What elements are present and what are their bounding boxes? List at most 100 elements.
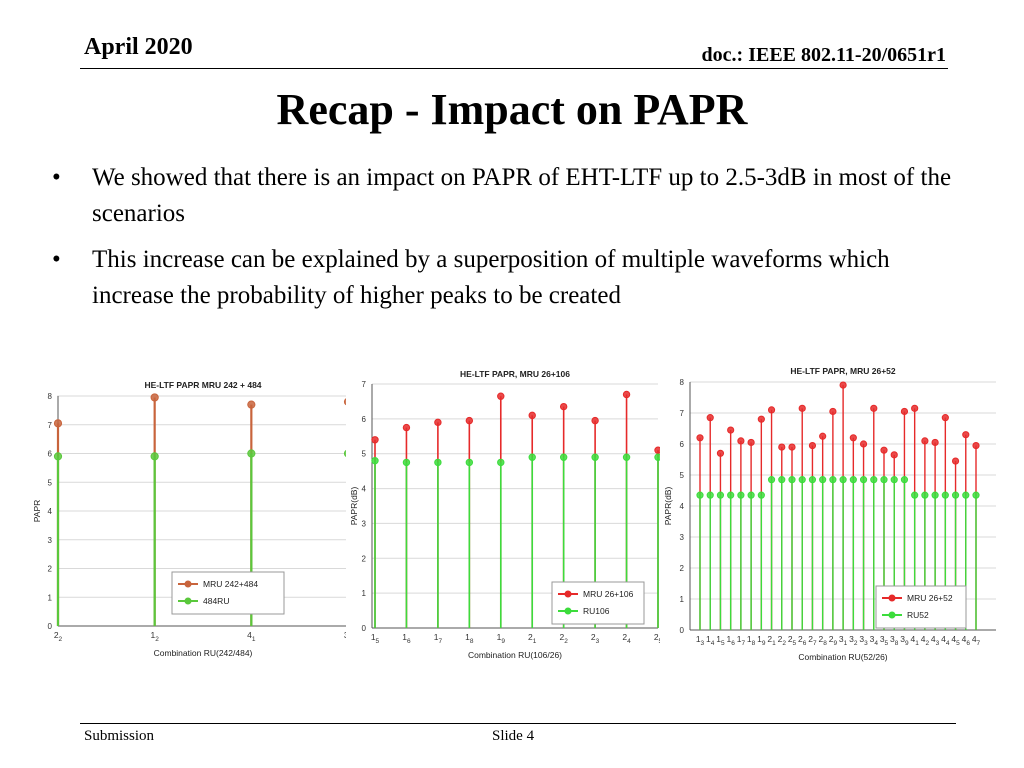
y-tick-label: 3 [48, 536, 53, 545]
x-axis-label: Combination RU(52/26) [798, 652, 887, 662]
x-tick-main: 2 [798, 634, 803, 644]
y-tick-label: 8 [680, 378, 685, 387]
x-tick-sub: 3 [596, 638, 600, 645]
x-tick-main: 3 [880, 634, 885, 644]
x-tick-sub: 8 [752, 640, 756, 647]
stem-marker [497, 392, 505, 400]
bullet-marker: • [52, 164, 61, 191]
x-tick-main: 2 [818, 634, 823, 644]
x-tick-label: 22 [54, 630, 63, 643]
stem-marker [900, 407, 909, 416]
x-tick-sub: 9 [501, 638, 505, 645]
legend-box [875, 585, 967, 629]
stem-marker [890, 476, 898, 484]
x-tick-sub: 1 [844, 640, 848, 647]
x-tick-sub: 7 [438, 638, 442, 645]
y-axis-label: PAPR(dB) [349, 487, 359, 526]
x-tick-label: 16 [726, 634, 735, 647]
stem-marker [559, 453, 568, 461]
x-tick-sub: 9 [833, 640, 837, 647]
x-tick-main: 3 [849, 634, 854, 644]
footer-submission: Submission [84, 728, 155, 744]
x-tick-label: 46 [962, 634, 971, 647]
stem-marker [53, 452, 63, 461]
x-tick-sub: 8 [895, 640, 899, 647]
x-tick-main: 2 [778, 634, 783, 644]
x-tick-label: 35 [880, 634, 889, 647]
bullet-item: • We showed that there is an impact on P… [48, 160, 968, 232]
legend-box [551, 581, 645, 625]
x-tick-sub: 8 [470, 638, 474, 645]
x-tick-sub: 2 [564, 638, 568, 645]
stem-marker [900, 476, 909, 484]
stem-marker [808, 476, 817, 484]
slide-title: Recap - Impact on PAPR [276, 85, 748, 134]
stem-marker [737, 437, 745, 445]
x-tick-main: 1 [716, 634, 721, 644]
x-tick-label: 47 [972, 634, 981, 647]
x-tick-label: 42 [921, 634, 930, 647]
x-tick-main: 2 [829, 634, 834, 644]
x-tick-main: 2 [528, 632, 533, 642]
x-tick-main: 3 [859, 634, 864, 644]
stem-marker [696, 434, 704, 442]
x-tick-main: 4 [921, 634, 926, 644]
x-tick-sub: 3 [701, 640, 705, 647]
bullet-text: We showed that there is an impact on PAP… [92, 164, 952, 227]
stem-marker [737, 491, 745, 499]
x-tick-sub: 6 [803, 640, 807, 647]
y-tick-label: 7 [362, 380, 367, 389]
x-tick-main: 1 [747, 634, 752, 644]
stem-marker [829, 407, 837, 416]
x-tick-sub: 9 [905, 640, 909, 647]
x-tick-sub: 5 [793, 640, 797, 647]
chart-mru-26-106: 0 1 2 3 4 5 6 7 HE-LTF PAPR, MRU 26+106 Combinati… [346, 362, 670, 664]
x-tick-sub: 3 [936, 640, 940, 647]
stem-marker [962, 491, 970, 499]
x-tick-label: 18 [465, 632, 474, 645]
chart-mru-26-52: 0 1 2 3 4 5 6 7 8 HE-LTF PAPR, MRU 26+52 Combinati… [660, 362, 1000, 672]
stem-marker [150, 393, 159, 402]
x-tick-main: 1 [696, 634, 701, 644]
stem-marker [798, 476, 806, 484]
stem-marker [839, 381, 847, 389]
stem-marker [53, 419, 63, 428]
legend-swatch-marker [564, 607, 572, 615]
stem-marker [696, 491, 704, 499]
x-tick-main: 1 [402, 632, 407, 642]
stem-marker [716, 491, 725, 499]
x-tick-sub: 1 [252, 636, 256, 643]
stem-marker [757, 491, 765, 499]
legend-label: 484RU [203, 596, 229, 606]
x-tick-label: 19 [497, 632, 506, 645]
x-tick-sub: 9 [762, 640, 766, 647]
x-tick-main: 2 [654, 632, 659, 642]
y-tick-label: 4 [680, 502, 685, 511]
header-date: April 2020 [84, 34, 193, 60]
stem-marker [778, 476, 786, 484]
x-tick-main: 4 [962, 634, 967, 644]
stem-marker [839, 476, 847, 484]
stem-marker [497, 458, 505, 467]
stem-marker [559, 402, 568, 411]
y-tick-label: 2 [362, 554, 367, 563]
stem-marker [941, 414, 949, 422]
x-axis-label: Combination RU(106/26) [468, 650, 562, 660]
stem-marker [727, 491, 735, 499]
x-tick-main: 1 [497, 632, 502, 642]
x-tick-sub: 2 [59, 636, 63, 643]
x-tick-sub: 1 [915, 640, 919, 647]
stem-marker [962, 431, 970, 439]
x-tick-sub: 8 [823, 640, 827, 647]
x-tick-sub: 5 [885, 640, 889, 647]
header-divider [80, 68, 948, 69]
x-tick-main: 2 [559, 632, 564, 642]
stem-marker [788, 443, 796, 451]
stem-marker [622, 453, 631, 461]
x-tick-sub: 4 [946, 640, 950, 647]
x-tick-sub: 7 [741, 640, 745, 647]
stem-marker [972, 491, 980, 499]
x-tick-label: 18 [747, 634, 756, 647]
x-tick-sub: 1 [533, 638, 537, 645]
x-tick-main: 4 [972, 634, 977, 644]
